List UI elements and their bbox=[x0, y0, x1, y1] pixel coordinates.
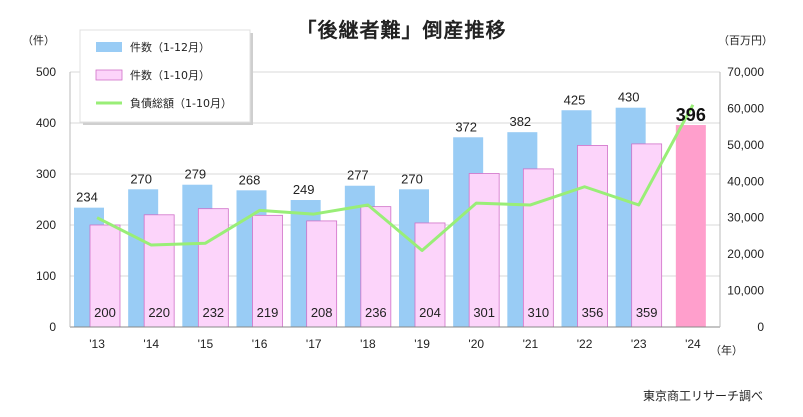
bar-1-12-label: 270 bbox=[401, 171, 423, 186]
bar-1-10-label: 219 bbox=[257, 305, 279, 320]
bar-1-10-label: 200 bbox=[94, 305, 116, 320]
y-tick-label: 200 bbox=[36, 218, 56, 232]
y2-tick-label: 0 bbox=[757, 320, 764, 334]
axes: 0 100 200 300 400 500 0 10,000 20,000 30,000 40,00… bbox=[22, 34, 773, 357]
x-tick-label: '19 bbox=[414, 337, 430, 351]
bars bbox=[74, 107, 706, 328]
line-series bbox=[96, 104, 695, 252]
bar-1-12-label: 277 bbox=[347, 168, 369, 183]
y-tick-label: 400 bbox=[36, 116, 56, 130]
bar-1-10-label: 236 bbox=[365, 305, 387, 320]
bar-1-10 bbox=[252, 214, 283, 328]
bar-1-12-label: 279 bbox=[184, 167, 206, 182]
legend-swatch-1-10 bbox=[95, 69, 123, 81]
legend: 件数（1-12月） 件数（1-10月） 負債総額（1-10月） bbox=[79, 29, 253, 125]
y-tick-label: 0 bbox=[49, 320, 56, 334]
x-tick-label: '22 bbox=[577, 337, 593, 351]
bar-1-10-label: 301 bbox=[473, 305, 495, 320]
bar-1-10 bbox=[143, 214, 175, 328]
bar-1-10 bbox=[468, 173, 500, 328]
bar-1-12-label: 382 bbox=[509, 114, 531, 129]
x-tick-label: '17 bbox=[306, 337, 322, 351]
y2-tick-label: 70,000 bbox=[727, 65, 764, 79]
bar-1-10 bbox=[197, 208, 229, 328]
bar-1-10-label: 310 bbox=[527, 305, 549, 320]
y2-tick-label: 50,000 bbox=[727, 138, 764, 152]
bar-1-10-label: 220 bbox=[148, 305, 170, 320]
bar-1-12-label: 425 bbox=[564, 92, 586, 107]
bar-1-10-label: 356 bbox=[582, 305, 604, 320]
y-tick-label: 100 bbox=[36, 269, 56, 283]
x-tick-label: '21 bbox=[523, 337, 539, 351]
bar-1-10 bbox=[414, 222, 446, 328]
bar-1-10 bbox=[360, 206, 392, 328]
bar-1-12-label: 372 bbox=[455, 119, 477, 134]
bar-1-12-label: 249 bbox=[293, 182, 315, 197]
source-note: 東京商工リサーチ調べ bbox=[642, 389, 763, 403]
y2-axis-title: （百万円） bbox=[718, 34, 773, 47]
bar-1-10 bbox=[306, 220, 338, 328]
y2-tick-label: 40,000 bbox=[727, 174, 764, 188]
bar-1-12-label: 270 bbox=[130, 171, 152, 186]
line-debt-total bbox=[96, 104, 695, 252]
y-tick-label: 300 bbox=[36, 167, 56, 181]
x-tick-label: '13 bbox=[89, 337, 105, 351]
bar-1-12-label: 234 bbox=[76, 190, 98, 205]
y-tick-label: 500 bbox=[36, 65, 56, 79]
x-tick-label: '14 bbox=[143, 337, 159, 351]
bar-1-10-label: 208 bbox=[311, 305, 333, 320]
x-tick-label: '15 bbox=[198, 337, 214, 351]
y2-tick-label: 60,000 bbox=[727, 101, 764, 115]
x-tick-label: '16 bbox=[252, 337, 268, 351]
legend-swatch-1-12 bbox=[96, 42, 122, 52]
x-tick-label: '24 bbox=[685, 337, 701, 351]
legend-label-1-10: 件数（1-10月） bbox=[130, 69, 210, 82]
legend-label-debt: 負債総額（1-10月） bbox=[130, 96, 232, 110]
bar-1-10-label: 359 bbox=[636, 305, 658, 320]
bar-1-12-label: 268 bbox=[239, 172, 261, 187]
y2-tick-label: 20,000 bbox=[727, 247, 764, 261]
bar-1-10-label: 232 bbox=[202, 305, 224, 320]
bar-1-10-label: 204 bbox=[419, 305, 441, 320]
data-labels: 234 200 270 220 279 232 268 219 249 208 277 236 270 2… bbox=[76, 90, 706, 320]
x-tick-label: '23 bbox=[631, 337, 647, 351]
x-tick-label: '18 bbox=[360, 337, 376, 351]
x-axis-title: （年） bbox=[710, 343, 743, 357]
chart-title: 「後継者難」倒産推移 bbox=[296, 18, 507, 42]
highlight-label: 396 bbox=[676, 105, 706, 125]
bar-1-10 bbox=[89, 224, 121, 328]
y2-tick-label: 10,000 bbox=[727, 284, 764, 298]
y2-tick-label: 30,000 bbox=[727, 211, 764, 225]
bar-1-10 bbox=[522, 168, 554, 328]
bar-1-12-label: 430 bbox=[618, 90, 640, 105]
bar-1-10 bbox=[577, 145, 608, 328]
y-axis-title: （件） bbox=[22, 34, 55, 47]
x-tick-label: '20 bbox=[468, 337, 484, 351]
legend-label-1-12: 件数（1-12月） bbox=[130, 41, 210, 54]
bar-1-10-highlight bbox=[675, 125, 706, 327]
